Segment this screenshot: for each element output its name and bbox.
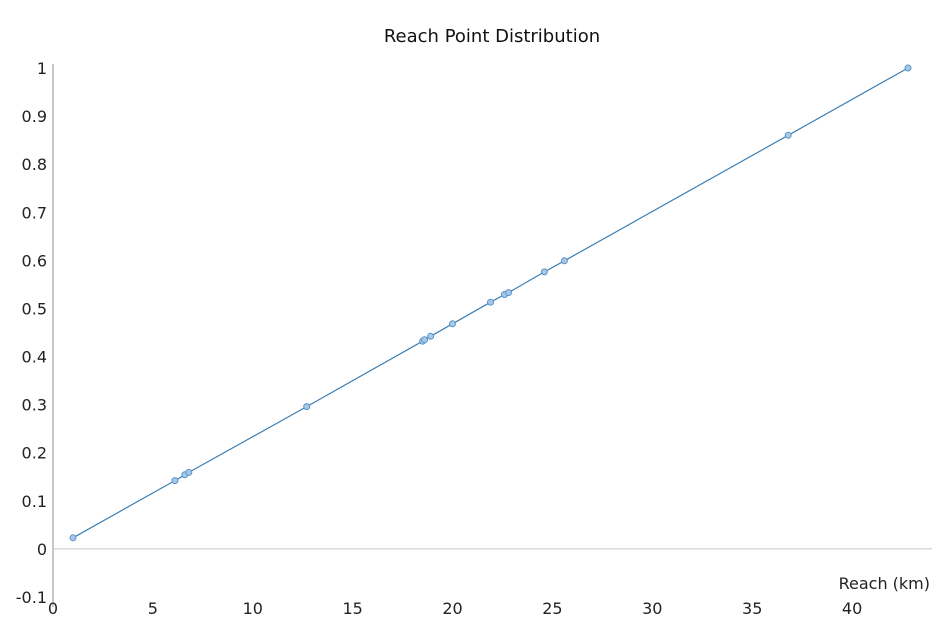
data-points — [69, 64, 912, 542]
y-tick-label: 0.2 — [22, 444, 47, 463]
data-point[interactable] — [560, 257, 568, 265]
data-point[interactable] — [449, 320, 456, 328]
y-tick-label: 0.6 — [22, 251, 47, 270]
data-point[interactable] — [69, 534, 77, 542]
y-tick-label: 0.5 — [22, 299, 47, 318]
data-point[interactable] — [303, 403, 311, 411]
y-tick-label: 0 — [37, 540, 47, 559]
data-point[interactable] — [487, 298, 494, 306]
axes — [52, 64, 932, 607]
x-tick-label: 15 — [342, 599, 362, 618]
y-tick-label: 0.4 — [22, 348, 47, 367]
data-point[interactable] — [540, 268, 548, 276]
x-tick-label: 25 — [542, 599, 562, 618]
data-point[interactable] — [171, 477, 179, 485]
x-tick-label: 20 — [442, 599, 462, 618]
y-tick-label: 1 — [37, 59, 47, 78]
y-tick-label: 0.8 — [22, 155, 47, 174]
y-tick-label: 0.9 — [22, 107, 47, 126]
x-tick-label: 10 — [243, 599, 263, 618]
data-point[interactable] — [505, 289, 512, 297]
x-tick-label: 30 — [642, 599, 662, 618]
x-tick-label: 40 — [842, 599, 862, 618]
x-tick-label: 35 — [742, 599, 762, 618]
y-tick-label: 0.3 — [22, 396, 47, 415]
y-tick-labels: -0.1 0 0.1 0.2 0.3 0.4 0.5 0.6 0.7 0.8 0.9 1 — [16, 59, 47, 607]
data-point[interactable] — [784, 131, 792, 139]
data-point[interactable] — [185, 468, 193, 476]
chart-title: Reach Point Distribution — [384, 26, 600, 47]
x-tick-labels: 0 5 10 15 20 25 30 35 40 — [48, 599, 862, 618]
y-tick-label: 0.1 — [22, 492, 47, 511]
x-tick-label: 5 — [148, 599, 158, 618]
data-point[interactable] — [427, 332, 435, 340]
data-point[interactable] — [904, 64, 912, 72]
y-tick-label: 0.7 — [22, 203, 47, 222]
x-axis-label: Reach (km) — [839, 574, 930, 593]
y-tick-label: -0.1 — [16, 588, 47, 607]
x-tick-label: 0 — [48, 599, 58, 618]
data-point[interactable] — [421, 336, 429, 344]
